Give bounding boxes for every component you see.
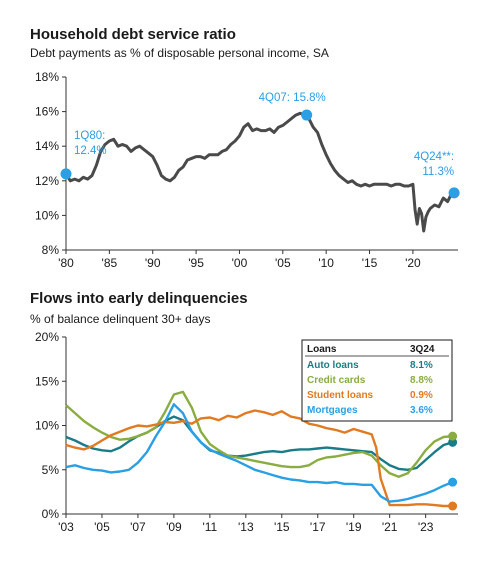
chart2-legend-box [301, 339, 453, 422]
chart1-annotation-value: 11.3% [422, 166, 454, 178]
chart1-annotation-value: 12.4% [74, 145, 107, 157]
chart2-legend-name-mortgages: Mortgages [307, 405, 358, 416]
chart1-x-tick-label: '05 [275, 256, 291, 270]
chart2-legend-value-mortgages: 3.6% [410, 405, 433, 416]
chart2-end-marker-student-loans [448, 501, 458, 511]
chart1-series-line [64, 111, 455, 233]
chart2-subtitle: % of balance delinquent 30+ days [30, 312, 211, 326]
chart2-x-tick-label: '05 [94, 520, 110, 534]
chart2-end-marker-mortgages [448, 477, 458, 487]
chart1-y-tick-label: 10% [35, 208, 59, 222]
chart1-annotation-label: 1Q80: [74, 130, 105, 142]
chart1-x-tick-label: '20 [405, 256, 421, 270]
chart2-legend-value-auto-loans: 8.1% [410, 360, 433, 371]
chart1-annotation-label: 4Q07: 15.8% [259, 92, 326, 104]
chart1-x-tick-label: '90 [145, 256, 161, 270]
chart2-y-tick-label: 5% [42, 463, 60, 477]
chart1-y-tick-label: 18% [35, 70, 59, 84]
chart1-y-tick-label: 8% [42, 243, 60, 257]
chart1-y-tick-label: 12% [35, 174, 59, 188]
chart1-y-tick-label: 16% [35, 105, 59, 119]
chart2-x-tick-label: '19 [346, 520, 362, 534]
chart2-y-tick-label: 20% [35, 330, 59, 344]
chart2-series-line-credit-cards [65, 390, 453, 478]
chart2-legend-value-credit-cards: 8.8% [410, 375, 433, 386]
chart2-x-tick-label: '03 [58, 520, 74, 534]
chart2-series-line-mortgages [65, 403, 454, 503]
chart2-end-marker-credit-cards [448, 431, 458, 441]
chart2-x-tick-label: '15 [274, 520, 290, 534]
chart1-x-tick-label: '85 [102, 256, 118, 270]
chart2-legend-header-left: Loans [307, 344, 337, 355]
chart2-x-tick-label: '07 [130, 520, 146, 534]
chart2-x-tick-label: '21 [382, 520, 398, 534]
chart1-x-tick-label: '10 [318, 256, 334, 270]
chart2-end-marker-auto-loans [448, 437, 458, 447]
chart1-annotation-marker [448, 187, 460, 199]
chart2-series-line-auto-loans [65, 415, 453, 471]
chart2-legend-value-student-loans: 0.9% [410, 390, 433, 401]
chart1-x-tick-label: '15 [362, 256, 378, 270]
chart2-x-tick-label: '17 [310, 520, 326, 534]
chart1-y-tick-label: 14% [35, 139, 59, 153]
chart2-x-tick-label: '13 [238, 520, 254, 534]
chart1-x-tick-label: '95 [188, 256, 204, 270]
chart2-legend-name-student-loans: Student loans [307, 390, 374, 401]
chart1-annotation-marker [301, 109, 313, 121]
chart1-annotation-label: 4Q24**: [414, 151, 454, 163]
chart2-legend-name-credit-cards: Credit cards [307, 375, 366, 386]
chart2-y-tick-label: 10% [35, 419, 59, 433]
chart1-title: Household debt service ratio [30, 26, 236, 43]
chart2-series-line-student-loans [65, 409, 453, 508]
chart2-y-tick-label: 15% [35, 374, 59, 388]
chart1-x-tick-label: '00 [232, 256, 248, 270]
chart2-x-tick-label: '23 [418, 520, 434, 534]
chart2-y-tick-label: 0% [42, 507, 60, 521]
chart1-x-tick-label: '80 [58, 256, 74, 270]
chart2-title: Flows into early delinquencies [30, 290, 248, 307]
chart2-x-tick-label: '11 [202, 520, 217, 534]
chart1-subtitle: Debt payments as % of disposable persona… [30, 46, 329, 60]
chart2-legend-name-auto-loans: Auto loans [307, 360, 359, 371]
chart2-x-tick-label: '09 [166, 520, 182, 534]
chart1-annotation-marker [60, 168, 72, 180]
chart2-legend-header-right: 3Q24 [410, 344, 435, 355]
